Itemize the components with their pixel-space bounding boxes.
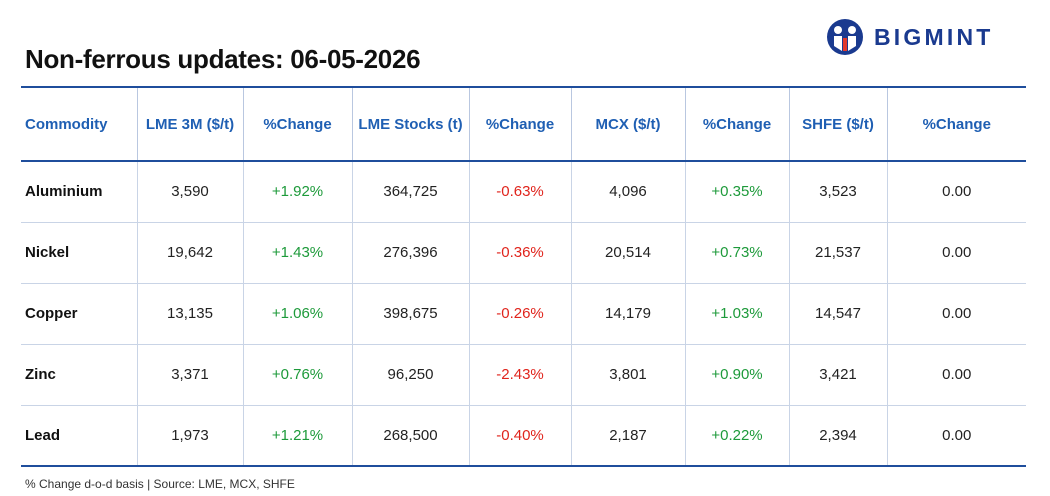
commodity-name: Zinc: [21, 344, 137, 406]
bigmint-logo-icon: [827, 19, 863, 55]
column-header-lme-3m-change: %Change: [242, 86, 352, 162]
table-row: Nickel 19,642 +1.43% 276,396 -0.36% 20,5…: [21, 222, 1026, 284]
column-header-mcx-change: %Change: [684, 86, 789, 162]
prices-table-container: Commodity LME 3M ($/t) %Change LME Stock…: [21, 86, 1026, 467]
shfe-price: 2,394: [788, 405, 887, 467]
lme-3m-price: 1,973: [136, 405, 243, 467]
shfe-price: 14,547: [788, 283, 887, 345]
lme-stocks-change: -0.26%: [468, 283, 571, 345]
lme-stocks: 276,396: [351, 222, 469, 284]
lme-stocks: 364,725: [351, 161, 469, 223]
mcx-change: +0.22%: [684, 405, 789, 467]
page-title: Non-ferrous updates: 06-05-2026: [25, 44, 421, 74]
column-header-lme-stocks: LME Stocks (t): [351, 86, 469, 162]
shfe-change: 0.00: [886, 222, 1026, 284]
mcx-change: +0.73%: [684, 222, 789, 284]
commodity-name: Aluminium: [21, 161, 137, 223]
column-header-commodity: Commodity: [21, 86, 137, 162]
shfe-price: 3,421: [788, 344, 887, 406]
commodity-name: Copper: [21, 283, 137, 345]
lme-3m-change: +1.92%: [242, 161, 352, 223]
table-row: Lead 1,973 +1.21% 268,500 -0.40% 2,187 +…: [21, 405, 1026, 467]
mcx-price: 3,801: [570, 344, 685, 406]
lme-3m-price: 13,135: [136, 283, 243, 345]
lme-3m-change: +1.21%: [242, 405, 352, 467]
mcx-price: 20,514: [570, 222, 685, 284]
source-footnote: % Change d-o-d basis | Source: LME, MCX,…: [25, 477, 295, 491]
shfe-price: 3,523: [788, 161, 887, 223]
lme-stocks-change: -0.36%: [468, 222, 571, 284]
mcx-change: +0.90%: [684, 344, 789, 406]
table-row: Aluminium 3,590 +1.92% 364,725 -0.63% 4,…: [21, 161, 1026, 223]
column-header-shfe: SHFE ($/t): [788, 86, 887, 162]
mcx-price: 2,187: [570, 405, 685, 467]
lme-stocks: 398,675: [351, 283, 469, 345]
table-header-row: Commodity LME 3M ($/t) %Change LME Stock…: [21, 86, 1026, 162]
column-header-lme-stocks-change: %Change: [468, 86, 571, 162]
column-header-lme-3m: LME 3M ($/t): [136, 86, 243, 162]
shfe-change: 0.00: [886, 405, 1026, 467]
shfe-price: 21,537: [788, 222, 887, 284]
commodity-name: Nickel: [21, 222, 137, 284]
table-row: Copper 13,135 +1.06% 398,675 -0.26% 14,1…: [21, 283, 1026, 345]
table-row: Zinc 3,371 +0.76% 96,250 -2.43% 3,801 +0…: [21, 344, 1026, 406]
lme-3m-price: 3,371: [136, 344, 243, 406]
mcx-price: 4,096: [570, 161, 685, 223]
bigmint-logo[interactable]: BIGMINT: [826, 18, 994, 56]
mcx-change: +0.35%: [684, 161, 789, 223]
lme-3m-change: +1.06%: [242, 283, 352, 345]
shfe-change: 0.00: [886, 344, 1026, 406]
lme-stocks: 268,500: [351, 405, 469, 467]
logo-text: BIGMINT: [874, 23, 994, 50]
lme-stocks-change: -2.43%: [468, 344, 571, 406]
column-header-mcx: MCX ($/t): [570, 86, 685, 162]
mcx-change: +1.03%: [684, 283, 789, 345]
prices-table: Commodity LME 3M ($/t) %Change LME Stock…: [21, 86, 1026, 467]
mcx-price: 14,179: [570, 283, 685, 345]
lme-stocks: 96,250: [351, 344, 469, 406]
lme-stocks-change: -0.63%: [468, 161, 571, 223]
shfe-change: 0.00: [886, 161, 1026, 223]
commodity-name: Lead: [21, 405, 137, 467]
shfe-change: 0.00: [886, 283, 1026, 345]
lme-3m-change: +1.43%: [242, 222, 352, 284]
lme-3m-price: 19,642: [136, 222, 243, 284]
lme-3m-change: +0.76%: [242, 344, 352, 406]
column-header-shfe-change: %Change: [886, 86, 1026, 162]
lme-3m-price: 3,590: [136, 161, 243, 223]
lme-stocks-change: -0.40%: [468, 405, 571, 467]
